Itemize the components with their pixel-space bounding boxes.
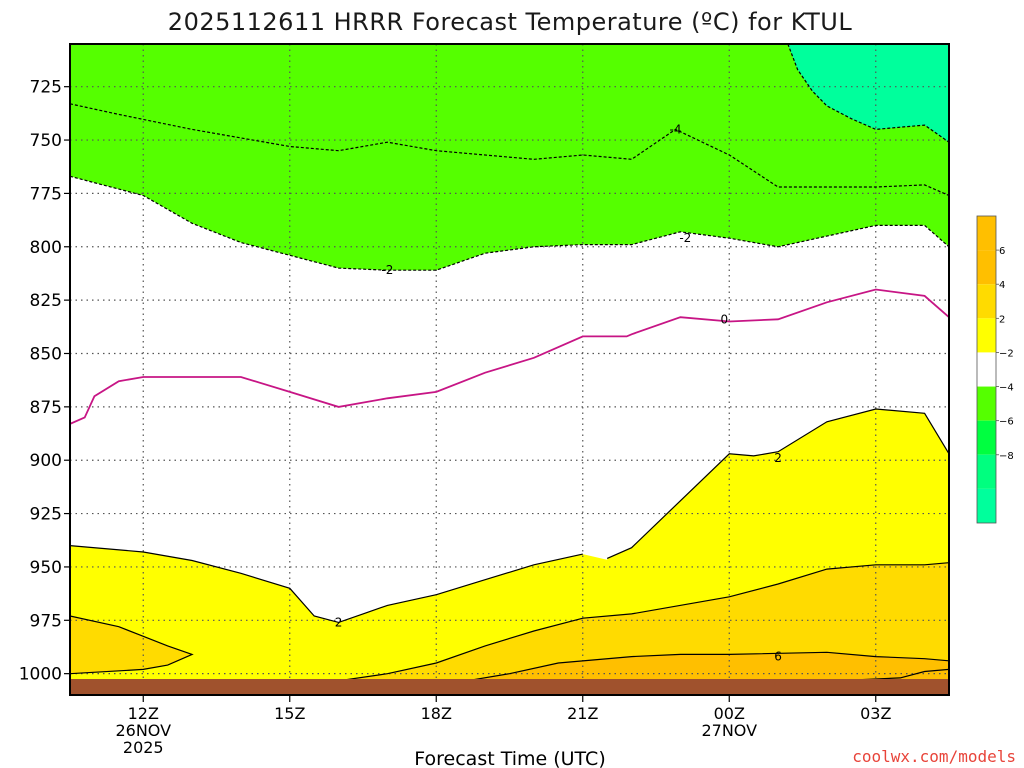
contour-labels: -4 -2 -2 0 2 2 6 [335,122,782,663]
contour-zero [70,288,949,425]
fill-region-pos4-left [70,616,193,674]
contour-label: 6 [774,650,782,664]
x-tick-label: 15Z [274,704,305,723]
plot-area: -4 -2 -2 0 2 2 6 [70,44,949,695]
y-axis: 725 750 775 800 825 850 875 900 925 950 975 1000 [19,78,70,685]
y-tick-label: 900 [30,451,62,471]
x-tick-label: 21Z [567,704,598,723]
y-tick-label: 725 [30,78,62,98]
contour-label: -2 [381,263,393,277]
contour-pos4-left [70,615,194,675]
colorbar-bin [977,352,996,387]
chart-title: 2025112611 HRRR Forecast Temperature (ºC… [168,8,853,36]
contour-neg8 [787,44,949,143]
contour-pos2-lower [70,545,583,624]
contour-pos2-upper [606,408,949,559]
contour-label: 2 [335,615,343,629]
colorbar-bin [977,420,996,455]
x-tick-label: 27NOV [701,721,757,740]
y-tick-label: 925 [30,505,62,525]
plot-frame [69,43,950,696]
colorbar-frame [976,215,997,524]
contour-label: 2 [774,451,782,465]
credit-text[interactable]: coolwx.com/models [852,747,1016,766]
x-axis-label: Forecast Time (UTC) [414,748,605,768]
contour-label: 0 [721,312,729,326]
x-tick-label: 12Z [128,704,159,723]
contour-label: -2 [679,231,691,245]
contour-neg2 [70,175,949,271]
contour-pos6 [445,651,949,685]
fill-region-below-neg8 [787,44,949,143]
colorbar: 6 4 2 −2 −4 −6 −8 [976,215,1014,524]
x-tick-label: 26NOV [115,721,171,740]
gridlines [70,44,949,695]
colorbar-bin [977,318,996,353]
y-tick-label: 750 [30,131,62,151]
x-tick-label: 03Z [860,704,891,723]
colorbar-bin [977,488,996,523]
y-tick-label: 950 [30,558,62,578]
colorbar-bin [977,386,996,421]
colorbar-label: 4 [999,280,1005,291]
colorbar-label: −2 [999,348,1014,359]
x-tick-label: 2025 [123,738,164,757]
x-tick-label: 18Z [421,704,452,723]
y-tick-label: 1000 [19,665,62,685]
y-tick-label: 850 [30,344,62,364]
colorbar-bin [977,250,996,285]
y-tick-label: 775 [30,184,62,204]
y-tick-label: 800 [30,238,62,258]
colorbar-label: −8 [999,451,1014,462]
y-tick-label: 975 [30,611,62,631]
colorbar-bin [977,284,996,319]
y-tick-label: 875 [30,398,62,418]
ground-surface [70,679,949,695]
contour-pos4 [314,562,949,685]
x-tick-label: 00Z [714,704,745,723]
colorbar-bin [977,454,996,489]
colorbar-label: −6 [999,417,1014,428]
colorbar-label: 2 [999,314,1005,325]
colorbar-label: −4 [999,383,1014,394]
colorbar-label: 6 [999,246,1005,257]
contour-label: -4 [670,122,682,136]
colorbar-bin [977,216,996,251]
y-tick-label: 825 [30,291,62,311]
